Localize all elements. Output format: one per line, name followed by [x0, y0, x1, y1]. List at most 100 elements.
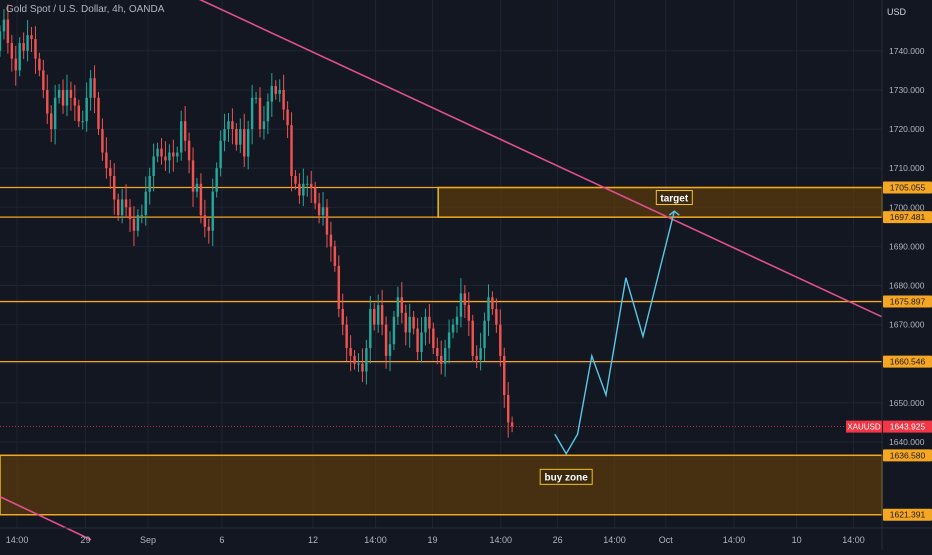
candle-body: [345, 324, 348, 349]
candle-body: [333, 246, 337, 266]
candle-body: [176, 152, 179, 157]
candle-body: [231, 121, 234, 130]
target-label: target: [660, 194, 688, 205]
candle-body: [463, 293, 467, 306]
candle-body: [97, 97, 100, 130]
x-tick-label: 19: [427, 535, 437, 545]
candle-body: [195, 183, 199, 192]
projection-path: [554, 211, 675, 456]
candle-body: [77, 105, 81, 122]
candle-body: [128, 207, 132, 220]
candle-body: [219, 140, 222, 169]
candle-body: [337, 265, 341, 309]
candle-body: [499, 324, 502, 356]
level-label: 1697.481: [890, 212, 926, 222]
candle-body: [227, 121, 230, 130]
candle-body: [14, 58, 17, 71]
candle-body: [57, 89, 61, 98]
candle-body: [34, 39, 37, 59]
candle-body: [124, 199, 128, 208]
current-symbol-label: XAUUSD: [847, 423, 881, 432]
candle-body: [376, 305, 380, 325]
candle-body: [369, 308, 372, 349]
candle-body: [392, 316, 396, 345]
candle-body: [203, 215, 207, 227]
y-tick-label: 1670.000: [889, 320, 925, 330]
candle-body: [120, 199, 124, 216]
level-tag: [883, 449, 932, 462]
candle-body: [152, 156, 155, 176]
candle-body: [160, 148, 163, 157]
candle-body: [400, 297, 404, 313]
candle-body: [412, 316, 415, 329]
x-tick-label: 6: [219, 535, 224, 545]
x-tick-label: 12: [308, 535, 318, 545]
candle-body: [388, 344, 392, 356]
candle-body: [270, 86, 274, 102]
x-tick-label: 14:00: [723, 535, 746, 545]
buy-zone-label-box: [539, 468, 593, 485]
candle-body: [349, 348, 352, 356]
trendline: [0, 495, 92, 541]
candle-body: [317, 203, 321, 216]
candle-body: [432, 328, 435, 349]
x-tick-label: 14:00: [364, 535, 387, 545]
y-tick-label: 1720.000: [889, 124, 925, 134]
candle-body: [479, 348, 482, 360]
candle-body: [506, 395, 510, 423]
candle-body: [73, 97, 77, 106]
candle-body: [396, 297, 400, 317]
y-tick-label: 1730.000: [889, 85, 925, 95]
candle-body: [215, 168, 218, 192]
candle-body: [101, 129, 104, 153]
candle-body: [246, 129, 250, 157]
x-tick-label: 14:00: [6, 535, 29, 545]
projection-layer: [554, 210, 680, 456]
y-tick-label: 1680.000: [889, 281, 925, 291]
candle-body: [325, 207, 329, 235]
candle-body: [69, 89, 73, 98]
candle-body: [286, 109, 289, 126]
x-tick-label: 14:00: [489, 535, 512, 545]
x-tick-label: 14:00: [842, 535, 865, 545]
candle-body: [239, 129, 242, 145]
candle-body: [384, 324, 388, 356]
candle-body: [262, 121, 266, 130]
candle-body: [85, 97, 88, 122]
candle-body: [483, 320, 486, 349]
candle-body: [436, 348, 439, 356]
y-tick-label: 1640.000: [889, 437, 925, 447]
candle-body: [416, 328, 419, 352]
candle-body: [447, 332, 451, 349]
candle-body: [113, 176, 116, 200]
current-symbol-tag: [846, 420, 882, 433]
currency-label: USD: [886, 7, 906, 17]
candle-body: [172, 152, 175, 157]
candle-body: [93, 78, 96, 98]
x-tick-label: 29: [80, 535, 90, 545]
candle-body: [294, 176, 297, 184]
candle-body: [207, 226, 211, 231]
candle-body: [191, 160, 195, 192]
y-tick-label: 1700.000: [889, 202, 925, 212]
projection-arrowhead: [668, 210, 680, 216]
candle-body: [26, 35, 29, 51]
candle-body: [187, 140, 191, 161]
candle-body: [361, 363, 364, 372]
candle-body: [235, 129, 238, 145]
candle-body: [503, 355, 506, 396]
candle-body: [144, 191, 147, 216]
candle-layer: [0, 4, 514, 438]
candle-body: [471, 320, 474, 356]
y-tick-label: 1650.000: [889, 398, 925, 408]
level-label: 1636.580: [890, 450, 926, 460]
x-tick-label: Sep: [140, 535, 156, 545]
candle-body: [22, 43, 25, 51]
candle-body: [380, 305, 384, 325]
candle-body: [428, 316, 431, 329]
candle-body: [451, 324, 455, 333]
symbol-title: Gold Spot / U.S. Dollar, 4h, OANDA: [6, 4, 165, 15]
candle-body: [282, 89, 285, 110]
